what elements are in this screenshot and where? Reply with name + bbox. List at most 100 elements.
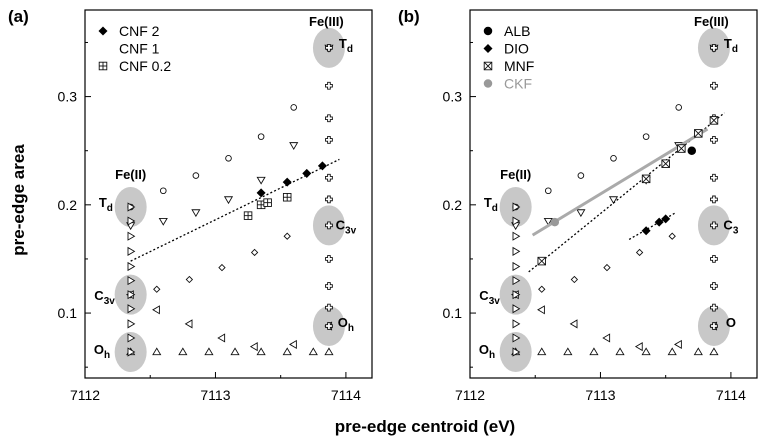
- reference-point-shape: [538, 285, 546, 293]
- reference-point: [127, 290, 136, 300]
- geometry-label: Td: [99, 195, 113, 214]
- reference-point-shape: [127, 333, 136, 343]
- reference-point: [127, 347, 136, 357]
- legend-label: MNF: [504, 58, 534, 74]
- reference-point-shape: [674, 339, 682, 350]
- geometry-label-subscript: d: [107, 203, 113, 214]
- reference-point: [191, 209, 201, 218]
- geometry-label: Td: [339, 36, 353, 55]
- data-point-cnf-2-shape: [317, 161, 327, 171]
- reference-point: [218, 263, 226, 272]
- data-point-cnf-2: [317, 161, 327, 171]
- data-point-mnf-diag2: [661, 159, 670, 168]
- y-tick-label: 0.3: [443, 89, 463, 105]
- geometry-label-subscript: 3v: [104, 296, 116, 307]
- reference-point: [127, 202, 136, 212]
- legend-marker: [483, 79, 493, 88]
- reference-point-shape: [709, 347, 719, 356]
- reference-point-shape: [710, 44, 718, 52]
- reference-point-shape: [512, 261, 521, 272]
- reference-point-shape: [608, 196, 619, 205]
- reference-point-shape: [325, 255, 333, 263]
- y-tick-label: 0.1: [443, 305, 463, 321]
- legend-label: CKF: [504, 76, 532, 92]
- y-tick-label: 0.2: [58, 197, 78, 213]
- reference-point-shape: [667, 347, 677, 356]
- x-axis-title: pre-edge centroid (eV): [335, 417, 515, 436]
- reference-point-shape: [710, 255, 718, 263]
- reference-point-shape: [615, 347, 625, 356]
- data-point-cnf-2: [282, 177, 292, 187]
- reference-point-shape: [152, 347, 162, 356]
- data-point-mnf: [537, 256, 547, 266]
- reference-point: [710, 195, 718, 204]
- reference-point-shape: [512, 304, 521, 314]
- data-point-cnf-2-shape: [282, 177, 292, 187]
- data-point-mnf-diag2: [537, 256, 546, 266]
- reference-point-shape: [512, 276, 521, 286]
- reference-point: [537, 305, 545, 315]
- reference-point: [608, 196, 619, 205]
- fit-line: [130, 158, 340, 262]
- reference-point: [325, 81, 333, 90]
- reference-point: [674, 339, 682, 350]
- geometry-label: Oh: [338, 315, 354, 334]
- reference-point-shape: [191, 209, 201, 218]
- reference-point: [512, 231, 521, 241]
- reference-point: [127, 304, 136, 314]
- fit-line: [628, 211, 677, 241]
- reference-point-shape: [127, 231, 136, 241]
- reference-point-shape: [127, 319, 136, 329]
- reference-point: [675, 104, 683, 111]
- reference-point: [308, 347, 318, 356]
- reference-point-shape: [152, 305, 160, 315]
- geometry-label-main: C: [336, 218, 346, 233]
- reference-point-shape: [218, 263, 226, 272]
- reference-point: [325, 114, 333, 123]
- site-label: Fe(II): [500, 167, 531, 182]
- reference-point: [325, 195, 333, 204]
- x-tick-label: 7112: [455, 387, 485, 403]
- geometry-label: O: [726, 315, 736, 330]
- reference-point-shape: [543, 217, 553, 226]
- reference-point: [634, 342, 643, 352]
- reference-point-shape: [512, 290, 521, 300]
- legend-marker: [483, 61, 493, 71]
- geometry-label: Td: [484, 195, 498, 214]
- geometry-label: C3v: [479, 288, 500, 307]
- reference-point: [325, 322, 333, 330]
- reference-point-shape: [153, 285, 161, 293]
- reference-point: [577, 172, 585, 179]
- reference-point: [184, 319, 193, 329]
- reference-point-shape: [257, 133, 265, 140]
- reference-point: [576, 209, 586, 218]
- reference-point-shape: [127, 276, 136, 286]
- legend-marker-diag2: [483, 61, 493, 71]
- data-point-dio: [641, 226, 651, 236]
- reference-point-shape: [693, 347, 703, 356]
- reference-point: [185, 275, 194, 284]
- reference-point: [324, 347, 334, 356]
- reference-point-shape: [256, 176, 266, 185]
- geometry-label: C3v: [336, 218, 357, 237]
- reference-point: [225, 154, 232, 162]
- data-point-mnf-diag2: [677, 144, 686, 153]
- reference-point: [127, 246, 136, 256]
- reference-point: [512, 290, 521, 300]
- reference-point: [512, 333, 521, 343]
- reference-point: [710, 173, 718, 182]
- reference-point: [127, 276, 136, 286]
- reference-point: [256, 176, 266, 185]
- reference-point: [158, 217, 168, 226]
- reference-point: [325, 282, 333, 290]
- geometry-label-subscript: d: [347, 44, 353, 55]
- reference-point: [192, 172, 200, 179]
- x-tick-label: 7114: [331, 387, 361, 403]
- y-axis-title: pre-edge area: [9, 144, 28, 256]
- reference-point: [127, 216, 136, 226]
- reference-point: [127, 333, 136, 343]
- reference-point: [289, 339, 297, 350]
- reference-point-shape: [710, 322, 718, 330]
- x-tick-label: 7113: [585, 387, 615, 403]
